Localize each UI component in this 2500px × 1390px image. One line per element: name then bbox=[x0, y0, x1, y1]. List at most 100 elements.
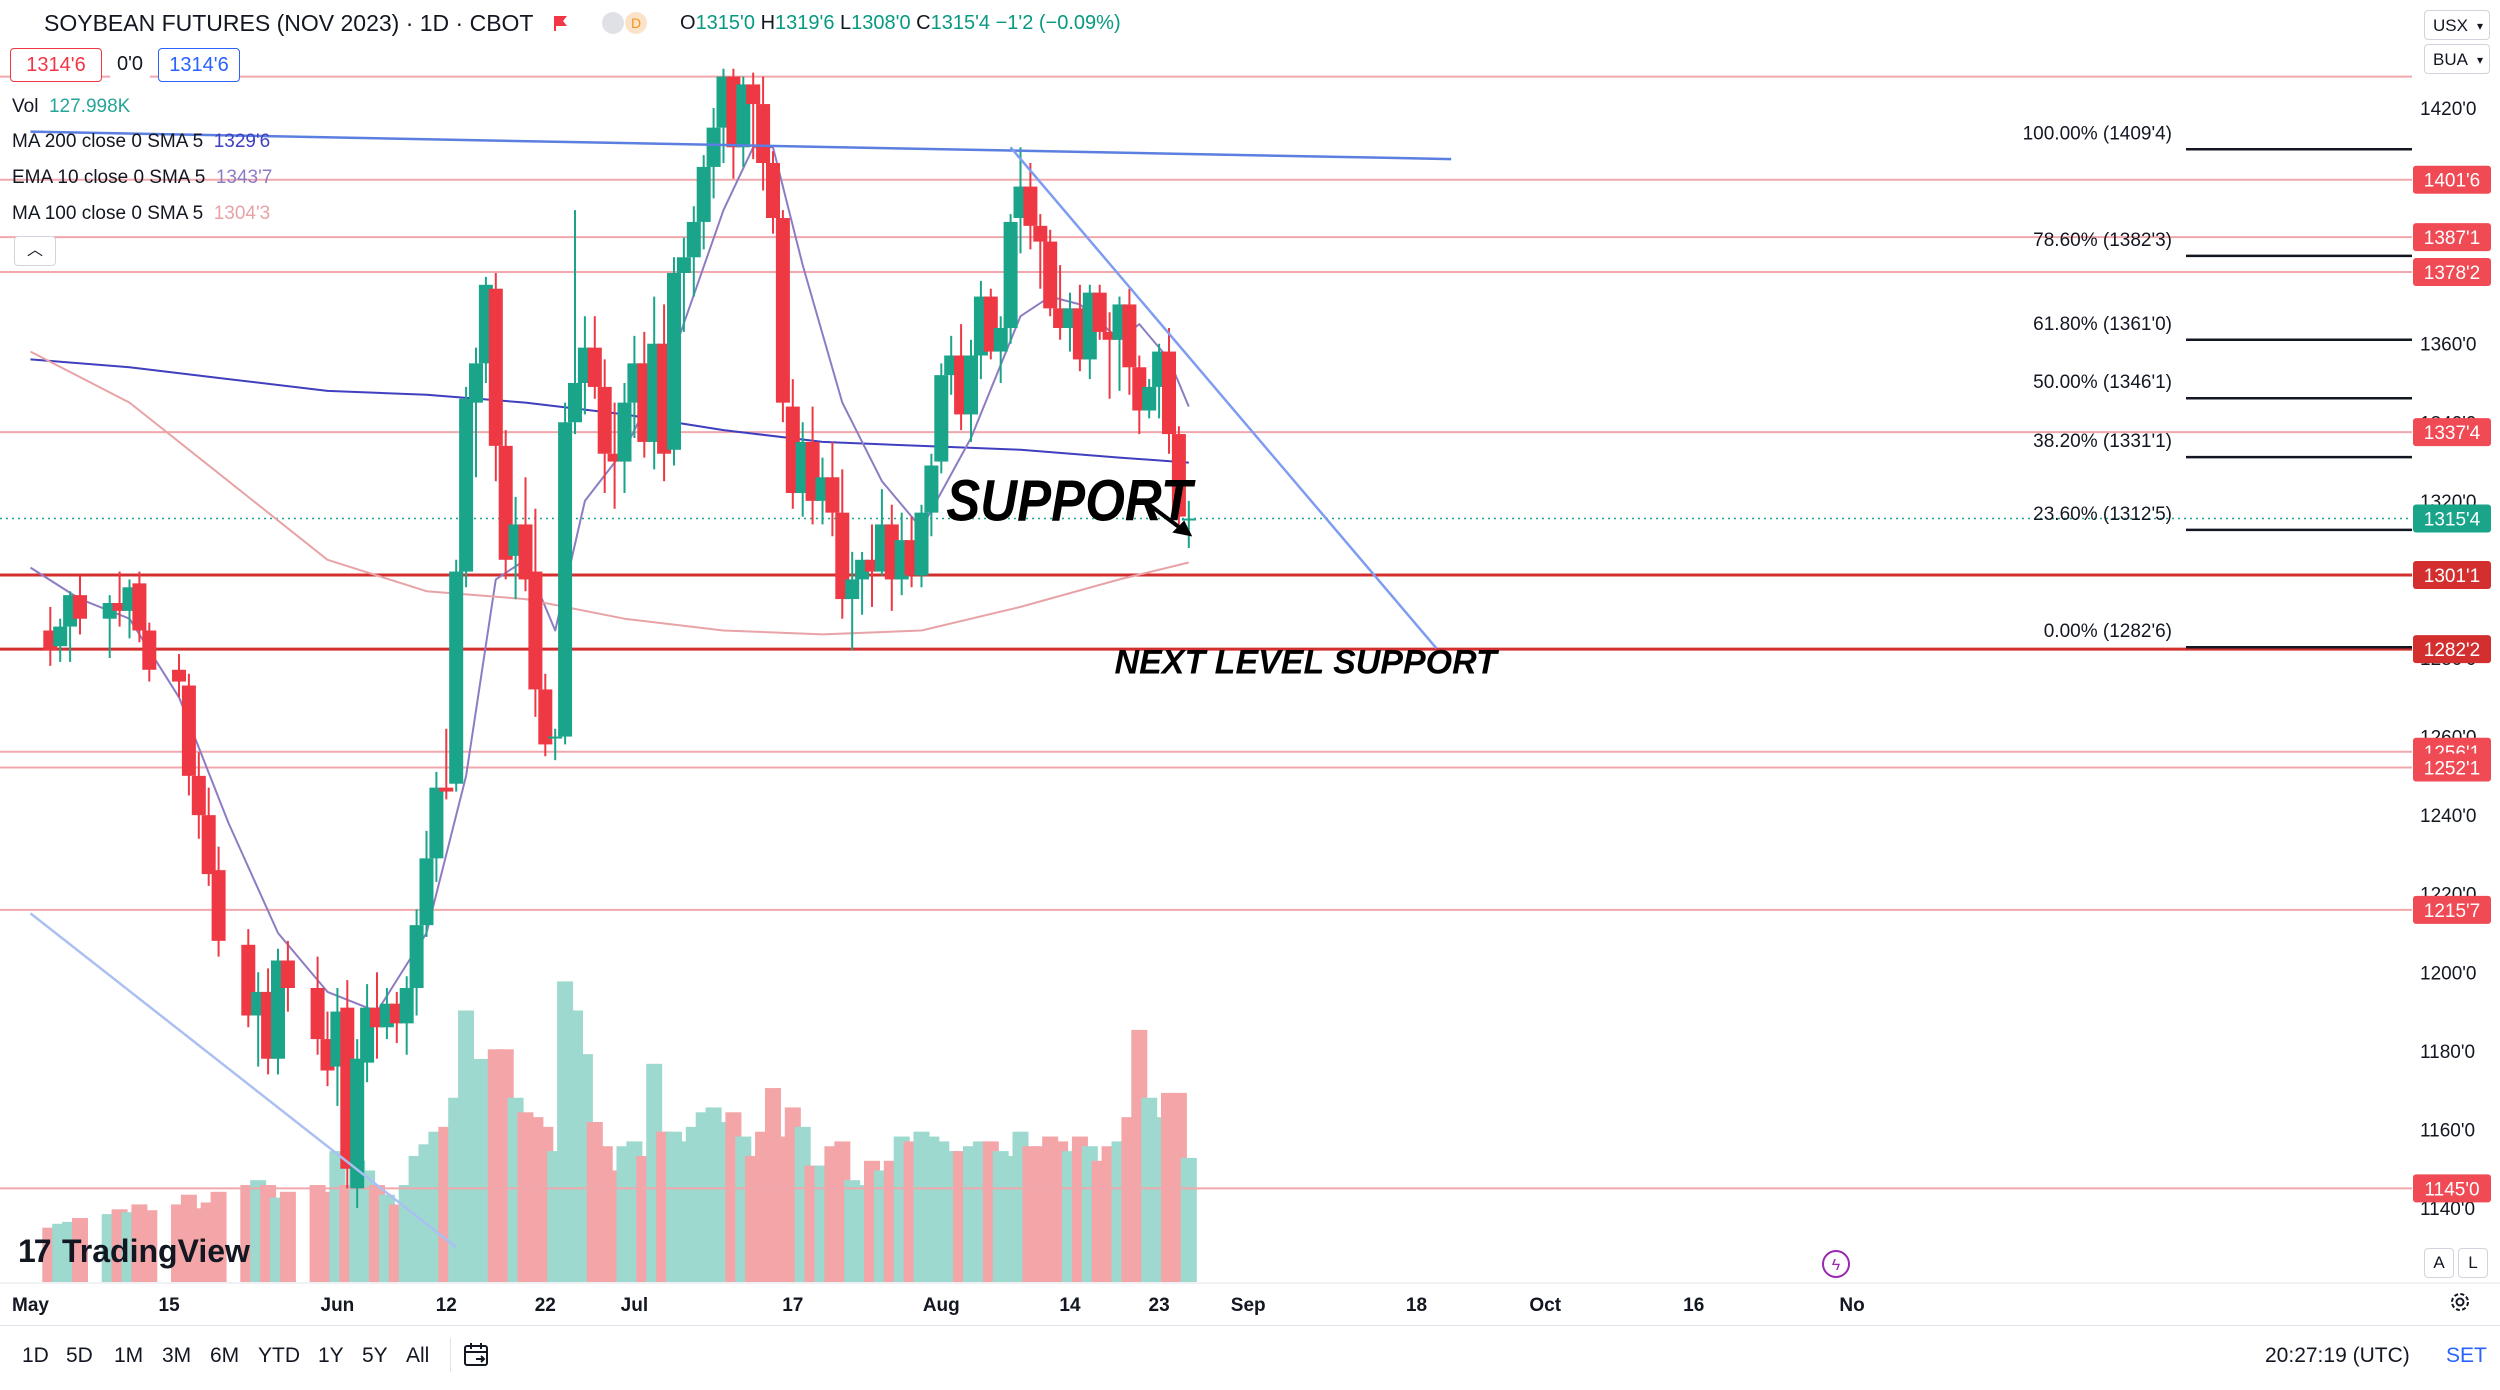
flag-icon[interactable] bbox=[552, 14, 570, 32]
time-tick-label: 17 bbox=[782, 1295, 803, 1316]
tv-logo-icon: 17 bbox=[18, 1233, 52, 1269]
fib-level-label: 78.60% (1382'3) bbox=[2033, 230, 2172, 251]
candle-body bbox=[1142, 386, 1157, 411]
session-set-button[interactable]: SET bbox=[2446, 1344, 2487, 1367]
candles-layer bbox=[43, 68, 1196, 1208]
clock[interactable]: 20:27:19 (UTC) bbox=[2265, 1344, 2410, 1367]
tradingview-logo[interactable]: 17 TradingView bbox=[18, 1233, 250, 1270]
range-all-button[interactable]: All bbox=[406, 1344, 430, 1367]
level-price-tag bbox=[2413, 258, 2491, 287]
candle-body bbox=[469, 363, 483, 403]
fib-level-label: 38.20% (1331'1) bbox=[2033, 431, 2172, 452]
candle-body bbox=[439, 787, 454, 792]
volume-bar bbox=[72, 1218, 88, 1282]
high-label: H bbox=[760, 12, 776, 34]
level-price-label: 1401'6 bbox=[2424, 171, 2480, 192]
candle-body bbox=[587, 347, 602, 387]
log-scale-button[interactable]: L bbox=[2458, 1248, 2488, 1278]
price-tick-label: 1420'0 bbox=[2420, 99, 2476, 120]
unit-select[interactable]: BUA ▾ bbox=[2424, 44, 2490, 74]
open-value: 1315'0 bbox=[695, 12, 755, 34]
time-tick-label: Sep bbox=[1231, 1295, 1266, 1316]
price-tick-label: 1240'0 bbox=[2420, 806, 2476, 827]
low-label: L bbox=[840, 12, 852, 34]
fib-level-label: 0.00% (1282'6) bbox=[2044, 621, 2172, 642]
volume-bar bbox=[279, 1191, 296, 1282]
candle-body bbox=[142, 630, 157, 670]
candle-body bbox=[449, 571, 464, 784]
time-tick-label: 14 bbox=[1059, 1295, 1081, 1316]
support-annotation: SUPPORT bbox=[946, 468, 1196, 533]
indicator-ma100[interactable]: MA 100 close 0 SMA 5 1304'3 bbox=[12, 203, 270, 225]
candle-body bbox=[775, 218, 790, 403]
level-price-tag bbox=[2413, 561, 2491, 590]
calendar-goto-icon[interactable] bbox=[462, 1340, 492, 1370]
range-6m-button[interactable]: 6M bbox=[210, 1344, 240, 1367]
candle-body bbox=[429, 787, 444, 859]
toolbar-divider bbox=[450, 1338, 451, 1372]
trendline bbox=[30, 130, 1452, 161]
range-1m-button[interactable]: 1M bbox=[114, 1344, 144, 1367]
candle-body bbox=[756, 104, 771, 163]
logo-text: TradingView bbox=[62, 1233, 250, 1269]
chevron-down-icon: ▾ bbox=[2476, 53, 2483, 67]
level-price-tag bbox=[2413, 223, 2491, 252]
range-1y-button[interactable]: 1Y bbox=[318, 1344, 344, 1367]
unit-label: BUA bbox=[2433, 50, 2468, 69]
current-price-tag bbox=[2413, 504, 2491, 533]
range-5d-button[interactable]: 5D bbox=[66, 1344, 93, 1367]
indicator-ma200[interactable]: MA 200 close 0 SMA 5 1329'6 bbox=[12, 131, 270, 153]
range-ytd-button[interactable]: YTD bbox=[258, 1344, 300, 1367]
price-axis-layer: 1140'01160'01180'01200'01220'01240'01260… bbox=[0, 99, 2500, 1316]
level-price-label: 1145'0 bbox=[2424, 1179, 2479, 1200]
fib-level-label: 23.60% (1312'5) bbox=[2033, 504, 2172, 525]
auto-scale-button[interactable]: A bbox=[2424, 1248, 2454, 1278]
candle-body bbox=[1122, 304, 1137, 368]
candle-body bbox=[181, 685, 196, 776]
currency-label: USX bbox=[2433, 16, 2468, 35]
chart-title[interactable]: SOYBEAN FUTURES (NOV 2023) · 1D · CBOT bbox=[44, 10, 534, 36]
candle-body bbox=[310, 988, 325, 1040]
level-price-tag bbox=[2413, 418, 2491, 447]
candle-body bbox=[399, 988, 414, 1024]
range-3m-button[interactable]: 3M bbox=[162, 1344, 192, 1367]
range-1d-button[interactable]: 1D bbox=[22, 1344, 49, 1367]
candle-body bbox=[865, 559, 879, 572]
candle-body bbox=[1171, 434, 1186, 517]
buy-price-button[interactable]: 1314'6 bbox=[158, 48, 240, 82]
volume-bar bbox=[141, 1210, 158, 1282]
candle-body bbox=[924, 465, 939, 513]
candle-body bbox=[1033, 225, 1048, 242]
indicator-value: 127.998K bbox=[48, 96, 131, 117]
lightning-icon[interactable]: ϟ bbox=[1822, 1250, 1850, 1278]
candle-body bbox=[667, 273, 681, 450]
bottom-toolbar: 1D 5D 1M 3M 6M YTD 1Y 5Y All 20:27:19 (U… bbox=[0, 1325, 2500, 1386]
delayed-badge[interactable]: D bbox=[625, 12, 647, 34]
indicator-name: MA 200 close 0 SMA 5 bbox=[12, 131, 204, 152]
indicator-name: Vol bbox=[12, 96, 39, 117]
trendline bbox=[29, 912, 457, 1249]
candle-body bbox=[835, 512, 850, 600]
candle-body bbox=[1102, 331, 1117, 340]
currency-select[interactable]: USX ▾ bbox=[2424, 10, 2490, 40]
open-label: O bbox=[680, 12, 696, 34]
chevron-up-icon: ︿ bbox=[26, 242, 43, 259]
level-price-label: 1387'1 bbox=[2424, 228, 2480, 249]
time-tick-label: Aug bbox=[923, 1295, 960, 1316]
candle-body bbox=[191, 775, 206, 816]
gear-icon[interactable] bbox=[2448, 1290, 2472, 1314]
range-5y-button[interactable]: 5Y bbox=[362, 1344, 388, 1367]
time-tick-label: No bbox=[1839, 1295, 1864, 1316]
sell-price-button[interactable]: 1314'6 bbox=[10, 48, 102, 82]
level-price-label: 1301'1 bbox=[2424, 566, 2480, 587]
time-tick-label: Oct bbox=[1529, 1295, 1561, 1316]
indicator-volume[interactable]: Vol 127.998K bbox=[12, 96, 130, 118]
candle-body bbox=[518, 524, 533, 580]
indicator-ema10[interactable]: EMA 10 close 0 SMA 5 1343'7 bbox=[12, 167, 272, 189]
time-tick-label: 23 bbox=[1149, 1295, 1170, 1316]
fib-level-label: 100.00% (1409'4) bbox=[2023, 123, 2172, 144]
candle-body bbox=[993, 328, 1008, 352]
chevron-down-icon: ▾ bbox=[2476, 19, 2483, 33]
collapse-legend-button[interactable]: ︿ bbox=[14, 236, 56, 266]
